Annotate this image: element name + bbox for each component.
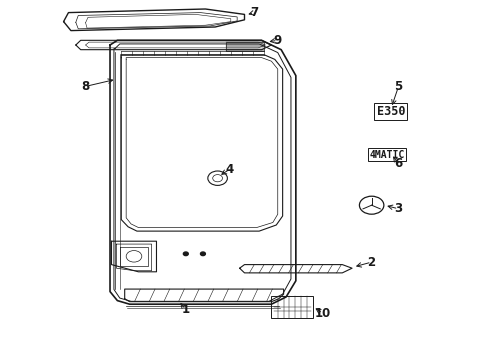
Text: 5: 5 [394, 80, 402, 93]
Text: 9: 9 [273, 34, 281, 47]
Bar [271, 296, 312, 318]
Text: 2: 2 [367, 256, 375, 269]
Text: 4MATIC: 4MATIC [368, 150, 404, 160]
Text: 4: 4 [225, 163, 233, 176]
Circle shape [183, 252, 188, 256]
Text: 10: 10 [314, 307, 330, 320]
Bar [225, 42, 264, 51]
Text: 6: 6 [394, 157, 402, 170]
Text: E350: E350 [376, 105, 404, 118]
Circle shape [200, 252, 205, 256]
Text: 3: 3 [394, 202, 402, 215]
Text: 1: 1 [182, 303, 189, 316]
Text: 7: 7 [250, 6, 258, 19]
Text: 8: 8 [81, 80, 89, 93]
